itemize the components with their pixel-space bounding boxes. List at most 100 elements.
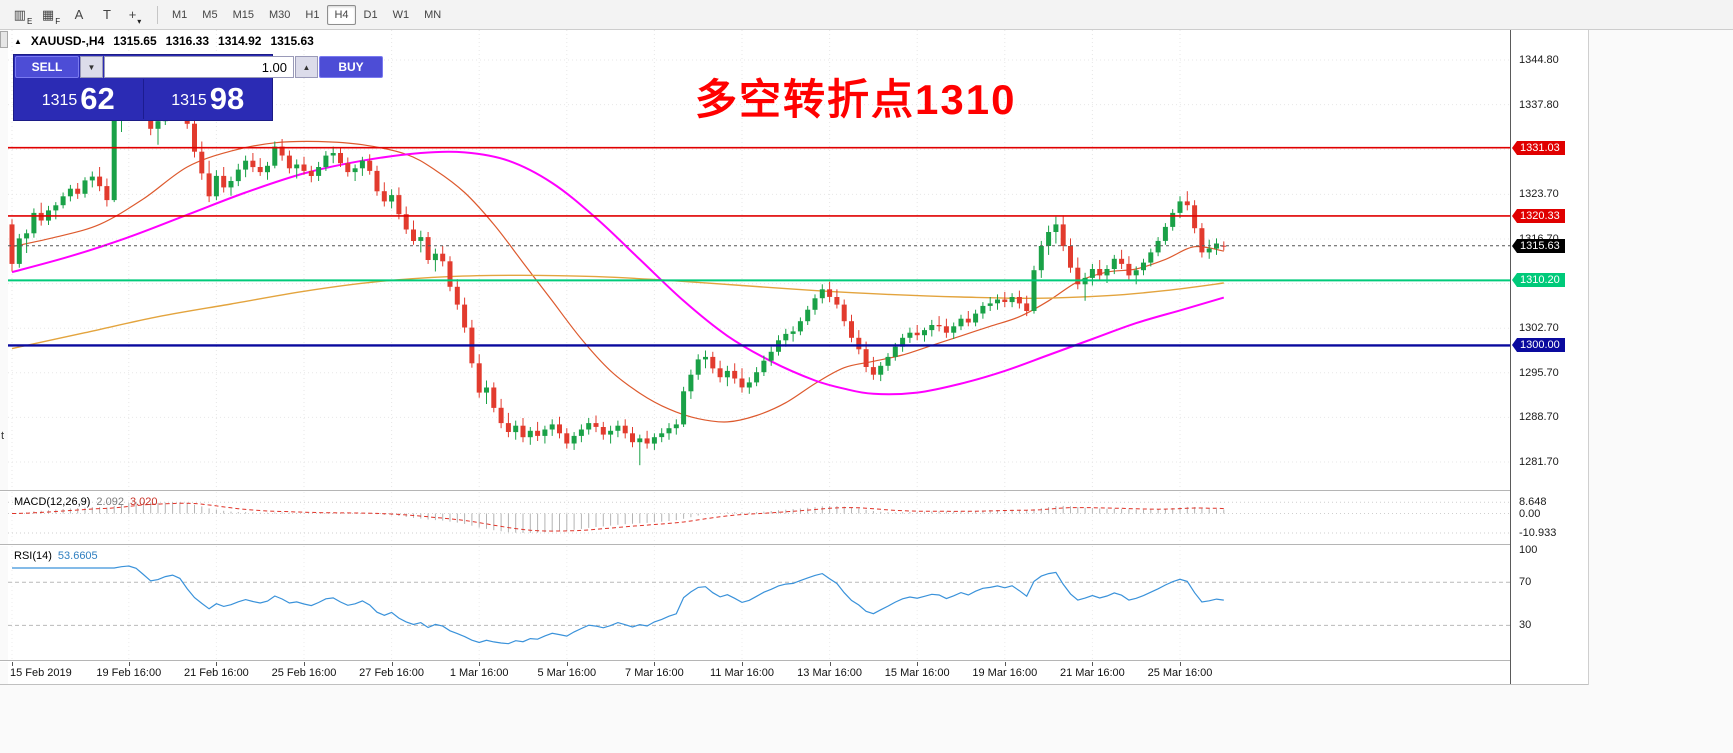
time-tick (216, 662, 218, 666)
symbol-marker-icon: ▲ (14, 36, 22, 46)
buy-price-big: 98 (209, 81, 245, 116)
panel-splitter[interactable] (0, 660, 1588, 662)
time-label-27 Feb 16:00: 27 Feb 16:00 (359, 667, 425, 679)
chart-header: ▲ XAUUSD-,H4 1315.65 1316.33 1314.92 131… (14, 34, 314, 48)
ma-mid-line (11, 274, 1224, 350)
timeframe-button-h4[interactable]: H4 (327, 4, 356, 25)
rsi-axis-70: 70 (1519, 576, 1532, 589)
timeframe-button-m5[interactable]: M5 (202, 8, 218, 21)
time-tick (829, 662, 831, 666)
level-badge-1331.03: 1331.03 (1512, 140, 1565, 155)
time-label-13 Mar 16:00: 13 Mar 16:00 (797, 667, 863, 679)
panel-splitter[interactable] (0, 490, 1588, 492)
horizontal-level-lines (8, 146, 1510, 347)
volume-increase-button[interactable]: ▲ (295, 56, 318, 78)
price-tick-1344.80: 1344.80 (1519, 54, 1559, 66)
price-tick-1302.70: 1302.70 (1519, 322, 1559, 335)
volume-input[interactable] (104, 56, 294, 78)
timeframe-button-m1[interactable]: M1 (172, 8, 188, 21)
left-edge-text: t (1, 430, 5, 442)
time-label-19 Feb 16:00: 19 Feb 16:00 (96, 667, 162, 679)
sell-price-display[interactable]: 1315 62 (14, 79, 143, 119)
toolbar: ▥ E ▦ F A T + ▾ M1 M5 M15 M30 H1 H4 D1 W1 MN (0, 0, 1733, 30)
text-label-icon[interactable]: A (74, 7, 84, 22)
price-tick-1337.80: 1337.80 (1519, 98, 1559, 111)
rsi-axis-100: 100 (1519, 544, 1538, 556)
buy-button[interactable]: BUY (319, 56, 383, 78)
timeframe-button-m30[interactable]: M30 (268, 8, 291, 21)
buy-price-display[interactable]: 1315 98 (144, 79, 273, 119)
ohlc-open: 1315.65 (113, 34, 157, 48)
time-tick (479, 662, 481, 666)
grid-icon[interactable]: ▦ F (41, 6, 61, 26)
text-box-icon[interactable]: T (103, 7, 111, 22)
time-label-21 Mar 16:00: 21 Mar 16:00 (1059, 667, 1125, 679)
timeframe-button-h1[interactable]: H1 (305, 8, 320, 21)
candlestick-series (9, 81, 1227, 466)
rsi-grid (8, 546, 1510, 660)
time-tick (304, 662, 305, 666)
level-badge-1320.33: 1320.33 (1512, 208, 1565, 223)
time-label-7 Mar 16:00: 7 Mar 16:00 (625, 667, 684, 679)
timeframe-button-w1[interactable]: W1 (392, 8, 410, 21)
macd-panel-canvas[interactable] (8, 492, 1510, 544)
macd-value-signal: 3.020 (129, 496, 158, 508)
rsi-axis-30: 30 (1519, 619, 1532, 632)
left-scroll-box[interactable] (0, 31, 8, 48)
buy-price-small: 1315 (171, 92, 207, 109)
one-click-trade-panel: SELL ▼ ▲ BUY 1315 62 1315 98 (14, 55, 383, 120)
rsi-name: RSI(14) (14, 550, 52, 562)
time-tick (1004, 662, 1006, 666)
time-label-11 Mar 16:00: 11 Mar 16:00 (709, 667, 775, 679)
chart-template-icon[interactable]: ▥ E (13, 6, 33, 26)
price-tick-1295.70: 1295.70 (1519, 366, 1559, 379)
macd-grid (8, 492, 1510, 544)
toolbar-separator (157, 5, 158, 24)
crosshair-icon[interactable]: + ▾ (128, 7, 142, 26)
time-label-25 Mar 16:00: 25 Mar 16:00 (1147, 667, 1213, 679)
toolbar-icon-group: ▥ E ▦ F A T + ▾ (10, 3, 150, 27)
window-bottom-border (0, 684, 1588, 685)
time-tick (654, 662, 656, 666)
timeframe-group: M1 M5 M15 M30 H1 H4 D1 W1 MN (165, 4, 449, 25)
window-right-border (1588, 30, 1589, 685)
volume-decrease-button[interactable]: ▼ (80, 56, 103, 78)
panel-splitter[interactable] (0, 544, 1588, 546)
price-tick-1288.70: 1288.70 (1519, 411, 1559, 424)
time-tick (742, 662, 743, 666)
time-label-19 Mar 16:00: 19 Mar 16:00 (972, 667, 1038, 679)
rsi-line (12, 565, 1224, 645)
ma-fast-line (11, 140, 1224, 423)
time-label-1 Mar 16:00: 1 Mar 16:00 (449, 667, 509, 679)
rsi-label: RSI(14) 53.6605 (14, 550, 98, 562)
timeframe-button-m15[interactable]: M15 (232, 8, 254, 21)
ohlc-low: 1314.92 (218, 34, 262, 48)
sell-price-big: 62 (80, 81, 115, 116)
macd-axis--10.933: -10.933 (1519, 527, 1557, 539)
rsi-value: 53.6605 (57, 550, 98, 562)
timeframe-button-mn[interactable]: MN (424, 8, 442, 21)
current-price-badge: 1315.63 (1512, 238, 1565, 253)
sell-button[interactable]: SELL (15, 56, 79, 78)
time-tick (1092, 662, 1094, 666)
time-tick (391, 662, 393, 666)
level-badge-1300.00: 1300.00 (1512, 338, 1565, 353)
sell-price-small: 1315 (41, 92, 78, 109)
ohlc-close: 1315.63 (270, 34, 314, 48)
price-tick-1281.70: 1281.70 (1519, 455, 1559, 468)
time-axis[interactable]: 15 Feb 2019 19 Feb 16:00 21 Feb 16:00 25 Fe… (8, 662, 1588, 684)
macd-axis-8.648: 8.648 (1519, 496, 1547, 509)
chart-annotation-text[interactable]: 多空转折点1310 (695, 76, 1017, 123)
symbol-title: XAUUSD-,H4 (30, 34, 105, 48)
ma-slow-line (11, 150, 1225, 396)
timeframe-button-d1[interactable]: D1 (363, 8, 378, 21)
time-tick (566, 662, 568, 666)
level-badge-1310.20: 1310.20 (1512, 273, 1565, 288)
rsi-panel-canvas[interactable] (8, 546, 1510, 660)
time-tick (1180, 662, 1181, 666)
time-tick (12, 662, 13, 666)
macd-histogram (18, 502, 1225, 533)
time-label-21 Feb 16:00: 21 Feb 16:00 (183, 667, 249, 679)
price-axis[interactable]: 1344.801337.801323.701316.701302.701295.… (1510, 30, 1588, 684)
